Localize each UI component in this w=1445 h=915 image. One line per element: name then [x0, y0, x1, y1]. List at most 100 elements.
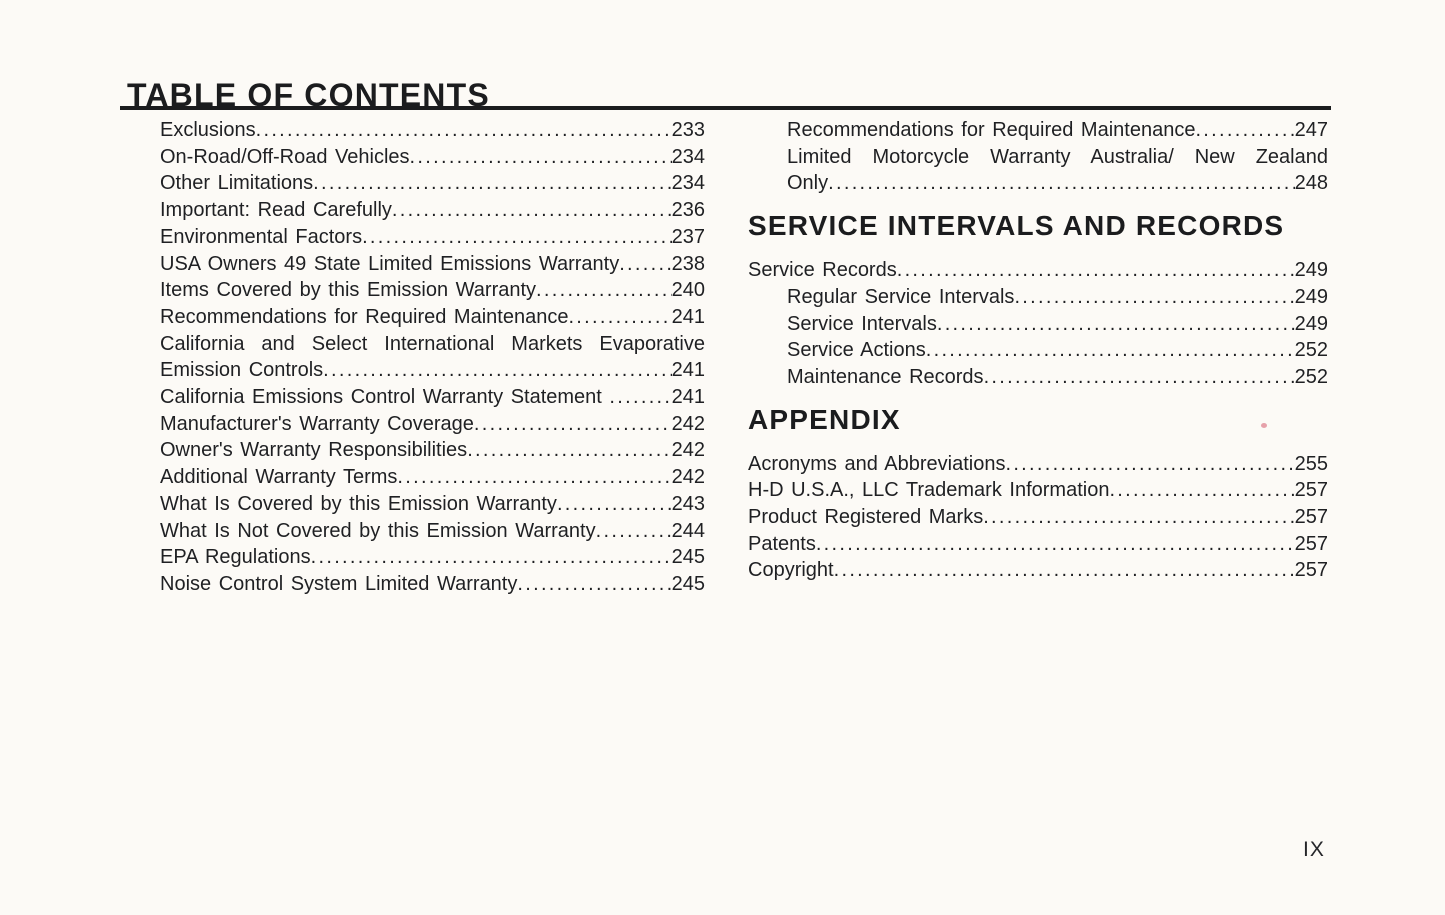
toc-entry-page: 234 — [671, 145, 705, 168]
toc-entry: Maintenance Records 252 — [748, 364, 1328, 391]
toc-entry-label: Noise Control System Limited Warranty — [160, 572, 518, 595]
toc-entry: Exclusions 233 — [160, 117, 705, 144]
dot-leader — [816, 531, 1295, 558]
toc-entry-page: 241 — [671, 305, 705, 328]
toc-entry-page: 236 — [671, 199, 705, 222]
toc-entry-page: 233 — [671, 119, 705, 141]
toc-entry-label: Emission Controls — [160, 359, 324, 382]
toc-entry: Important: Read Carefully 236 — [160, 197, 705, 224]
section-heading-service-intervals: SERVICE INTERVALS AND RECORDS — [748, 210, 1285, 242]
toc-entry-label: Environmental Factors — [160, 225, 363, 248]
toc-entry: Only 248 — [748, 170, 1328, 197]
toc-right-column: Recommendations for Required Maintenance… — [748, 117, 1328, 584]
toc-entry: Recommendations for Required Maintenance… — [748, 117, 1328, 144]
toc-entry-label: What Is Not Covered by this Emission War… — [160, 519, 596, 542]
toc-entry-page: 248 — [1294, 172, 1328, 195]
dot-leader — [609, 384, 671, 411]
toc-entry: Acronyms and Abbreviations 255 — [748, 451, 1328, 478]
toc-entry-page: 242 — [671, 412, 705, 435]
toc-entry: Regular Service Intervals 249 — [748, 284, 1328, 311]
toc-entry-label: Manufacturer's Warranty Coverage — [160, 412, 474, 435]
toc-entry-label: Acronyms and Abbreviations — [748, 452, 1006, 475]
toc-entry: USA Owners 49 State Limited Emissions Wa… — [160, 251, 705, 278]
toc-entry-page: 249 — [1294, 312, 1328, 335]
dot-leader — [362, 224, 672, 251]
toc-entry-label: Copyright — [748, 559, 834, 582]
toc-entry: Emission Controls 241 — [160, 357, 705, 384]
toc-entry-page: 243 — [671, 492, 705, 515]
toc-entry-page: 257 — [1294, 506, 1328, 529]
toc-entry: What Is Covered by this Emission Warrant… — [160, 491, 705, 518]
toc-entry-page: 257 — [1294, 479, 1328, 502]
toc-entry-page: 241 — [671, 386, 705, 409]
toc-entry-label: California Emissions Control Warranty St… — [160, 386, 610, 409]
dot-leader — [926, 337, 1295, 364]
dot-leader — [410, 144, 672, 171]
toc-entry-page: 242 — [671, 466, 705, 489]
toc-entry-label: Service Records — [748, 259, 897, 282]
toc-entry-page: 240 — [671, 279, 705, 302]
section-heading-appendix: APPENDIX — [748, 403, 901, 435]
toc-entry-label: Additional Warranty Terms — [160, 466, 398, 489]
toc-entry-page: 245 — [671, 572, 705, 595]
toc-entry: Copyright 257 — [748, 557, 1328, 584]
dot-leader — [1195, 117, 1294, 144]
dot-leader — [256, 117, 672, 144]
dot-leader — [1109, 477, 1294, 504]
toc-entry-page: 249 — [1294, 259, 1328, 282]
toc-entry-page: 257 — [1294, 559, 1328, 582]
toc-entry-label: Regular Service Intervals — [787, 285, 1015, 308]
toc-entry-label: Important: Read Carefully — [160, 199, 392, 222]
toc-entry: Service Actions 252 — [748, 337, 1328, 364]
dot-leader — [474, 411, 672, 438]
scan-artifact-dot — [1261, 423, 1267, 428]
toc-entry: Items Covered by this Emission Warranty 2… — [160, 277, 705, 304]
dot-leader — [517, 571, 671, 598]
dot-leader — [937, 311, 1295, 338]
toc-left-column: Exclusions 233 On-Road/Off-Road Vehicles 2… — [160, 117, 705, 598]
dot-leader — [897, 257, 1295, 284]
folio-page-number: IX — [1303, 838, 1325, 861]
toc-entry: EPA Regulations 245 — [160, 544, 705, 571]
toc-entry: Additional Warranty Terms 242 — [160, 464, 705, 491]
dot-leader — [828, 170, 1295, 197]
toc-entry-page: 257 — [1294, 532, 1328, 555]
toc-entry-label: Recommendations for Required Maintenance — [787, 119, 1196, 141]
toc-entry-label: On-Road/Off-Road Vehicles — [160, 145, 410, 168]
toc-entry: Service Records 249 — [748, 257, 1328, 284]
title-divider — [120, 106, 1331, 110]
toc-entry-page: 252 — [1294, 365, 1328, 388]
toc-entry-label: Exclusions — [160, 119, 256, 141]
toc-entry-label: Service Actions — [787, 339, 926, 362]
toc-entry-page: 238 — [671, 252, 705, 275]
toc-entry-label: Items Covered by this Emission Warranty — [160, 279, 537, 302]
toc-entry-label: Other Limitations — [160, 172, 314, 195]
toc-entry-page: 252 — [1294, 339, 1328, 362]
toc-entry-label: Only — [787, 172, 829, 195]
toc-entry: Environmental Factors 237 — [160, 224, 705, 251]
dot-leader — [397, 464, 671, 491]
toc-entry: Product Registered Marks 257 — [748, 504, 1328, 531]
toc-entry-continuation-line: California and Select International Mark… — [160, 332, 705, 355]
toc-entry-page: 255 — [1294, 452, 1328, 475]
toc-entry: On-Road/Off-Road Vehicles 234 — [160, 144, 705, 171]
toc-entry: Noise Control System Limited Warranty 245 — [160, 571, 705, 598]
toc-entry: Manufacturer's Warranty Coverage 242 — [160, 411, 705, 438]
dot-leader — [568, 304, 671, 331]
toc-entry: Owner's Warranty Responsibilities 242 — [160, 437, 705, 464]
toc-entry-page: 249 — [1294, 285, 1328, 308]
dot-leader — [983, 504, 1294, 531]
toc-entry: What Is Not Covered by this Emission War… — [160, 518, 705, 545]
toc-entry-page: 237 — [671, 225, 705, 248]
dot-leader — [984, 364, 1295, 391]
toc-entry: H-D U.S.A., LLC Trademark Information 257 — [748, 477, 1328, 504]
toc-entry-label: Recommendations for Required Maintenance — [160, 305, 569, 328]
dot-leader — [536, 277, 672, 304]
toc-entry: Patents 257 — [748, 531, 1328, 558]
toc-entry-label: Product Registered Marks — [748, 506, 984, 529]
toc-entry-label: USA Owners 49 State Limited Emissions Wa… — [160, 252, 620, 275]
dot-leader — [1014, 284, 1294, 311]
toc-entry-label: What Is Covered by this Emission Warrant… — [160, 492, 557, 515]
dot-leader — [834, 557, 1295, 584]
dot-leader — [557, 491, 672, 518]
